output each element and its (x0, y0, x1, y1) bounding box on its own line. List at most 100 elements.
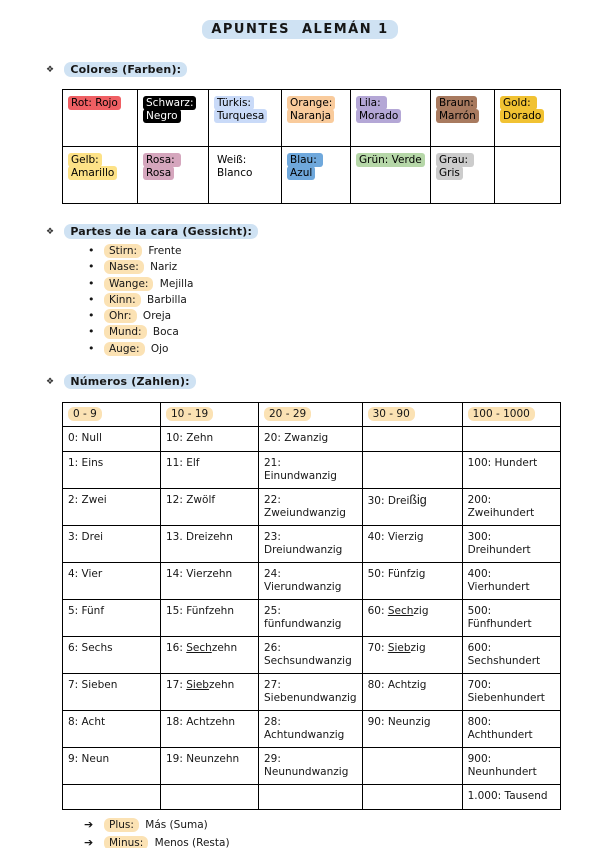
spanish-translation: Barbilla (143, 293, 187, 306)
range-label: 20 - 29 (264, 407, 312, 422)
color-swatch: Rosa: Rosa (143, 153, 182, 180)
number-cell: 600: Sechshundert (461, 636, 561, 675)
list-item: ➔ Plus: Más (Suma) (84, 816, 600, 834)
number-cell: 200: Zweihundert (461, 488, 561, 527)
list-item: • Nase: Nariz (88, 259, 600, 275)
number-cell: 2: Zwei (62, 488, 161, 527)
numbers-row: 2: Zwei 12: Zwölf 22: Zweiundwanzig 30: Dre… (62, 488, 561, 527)
bullet-dot-icon: • (88, 260, 95, 274)
color-cell: Gelb: Amarillo (62, 146, 138, 204)
list-item: ➔ Minus: Menos (Resta) (84, 834, 600, 848)
number-cell (361, 426, 463, 453)
bullet-dot-icon: • (88, 276, 95, 290)
color-swatch: Gelb: Amarillo (68, 153, 118, 180)
number-cell: 1: Eins (62, 451, 161, 490)
number-cell: 100: Hundert (461, 451, 561, 490)
diamond-bullet-icon: ❖ (46, 377, 55, 388)
number-cell: 1.000: Tausend (461, 784, 561, 811)
number-cell: 23: Dreiundwanzig (258, 525, 363, 564)
section-heading-colors: ❖ Colores (Farben): (46, 62, 600, 77)
color-swatch: Rot: Rojo (68, 96, 121, 110)
arrow-icon: ➔ (84, 818, 94, 832)
color-cell: Braun: Marrón (430, 89, 495, 147)
number-cell: 40: Vierzig (361, 525, 463, 564)
german-word: Mund: (104, 325, 147, 340)
bullet-dot-icon: • (88, 325, 95, 339)
spanish-translation: Ojo (147, 342, 169, 355)
german-word: Nase: (104, 260, 144, 275)
number-cell: 14: Vierzehn (160, 562, 259, 601)
spanish-translation: Mejilla (156, 277, 194, 290)
number-cell: 12: Zwölf (160, 488, 259, 527)
plus-minus-notes: ➔ Plus: Más (Suma) ➔ Minus: Menos (Resta) (84, 816, 600, 848)
number-cell: 21: Einundwanzig (258, 451, 363, 490)
number-cell: 7: Sieben (62, 673, 161, 712)
number-cell: 10: Zehn (160, 426, 259, 453)
german-word: Plus: (104, 818, 139, 833)
numbers-header-cell: 20 - 29 (258, 402, 363, 428)
numbers-row: 0: Null 10: Zehn 20: Zwanzig (62, 426, 561, 453)
numbers-row: 1: Eins 11: Elf 21: Einundwanzig 100: Hunde… (62, 451, 561, 490)
number-cell: 80: Achtzig (361, 673, 463, 712)
number-cell: 26: Sechsundwanzig (258, 636, 363, 675)
number-cell: 5: Fünf (62, 599, 161, 638)
color-table-row: Gelb: Amarillo Rosa: Rosa Weiß: Blanco Blau… (62, 146, 561, 204)
color-cell: Orange: Naranja (281, 89, 351, 147)
list-item: • Stirn: Frente (88, 243, 600, 259)
color-cell: Schwarz: Negro (137, 89, 209, 147)
german-word: Ohr: (104, 309, 137, 324)
number-cell: 17: Siebzehn (160, 673, 259, 712)
page-title: APUNTES ALEMÁN 1 (0, 0, 600, 39)
number-cell: 90: Neunzig (361, 710, 463, 749)
color-swatch: Grün: Verde (356, 153, 425, 167)
number-cell: 900: Neunhundert (461, 747, 561, 786)
alt-font-text: ßig (409, 493, 427, 508)
color-cell: Grau: Gris (430, 146, 495, 204)
number-cell: 3: Drei (62, 525, 161, 564)
german-word: Auge: (104, 341, 145, 356)
german-word: Wange: (104, 276, 154, 291)
spanish-translation: Menos (Resta) (151, 837, 230, 848)
number-cell: 20: Zwanzig (258, 426, 363, 453)
number-cell (361, 451, 463, 490)
section-heading-face-text: Partes de la cara (Gessicht): (64, 224, 259, 239)
spanish-translation: Frente (145, 245, 182, 257)
number-cell: 60: Sechzig (361, 599, 463, 638)
bullet-dot-icon: • (88, 309, 95, 323)
list-item: • Kinn: Barbilla (88, 292, 600, 308)
color-swatch: Braun: Marrón (436, 96, 479, 123)
number-cell: 16: Sechzehn (160, 636, 259, 675)
spanish-translation: Oreja (139, 310, 172, 323)
number-cell: 8: Acht (62, 710, 161, 749)
number-cell (160, 784, 259, 811)
spanish-translation: Nariz (146, 261, 178, 274)
color-cell: Rosa: Rosa (137, 146, 209, 204)
diamond-bullet-icon: ❖ (46, 227, 55, 237)
number-cell: 0: Null (62, 426, 161, 453)
color-swatch: Weiß: Blanco (217, 154, 253, 179)
number-cell: 700: Siebenhundert (461, 673, 561, 712)
german-word: Minus: (104, 836, 149, 848)
section-heading-numbers: ❖ Números (Zahlen): (46, 374, 600, 390)
number-cell: 30: Dreißig (361, 488, 463, 527)
number-cell (361, 784, 463, 811)
german-word: Kinn: (104, 292, 141, 307)
color-swatch: Orange: Naranja (287, 96, 336, 123)
section-heading-face: ❖ Partes de la cara (Gessicht): (46, 224, 600, 239)
color-swatch: Türkis: Turquesa (214, 96, 268, 123)
number-cell: 29: Neunundwanzig (258, 747, 363, 786)
number-cell: 28: Achtundwanzig (258, 710, 363, 749)
spanish-translation: Boca (149, 326, 179, 339)
range-label: 100 - 1000 (467, 407, 535, 422)
number-cell: 27: Siebenundwanzig (258, 673, 363, 712)
numbers-header-cell: 0 - 9 (62, 402, 161, 428)
range-label: 30 - 90 (367, 407, 415, 422)
number-cell: 400: Vierhundert (461, 562, 561, 601)
number-cell: 500: Fünfhundert (461, 599, 561, 638)
spanish-translation: Más (Suma) (141, 819, 208, 832)
numbers-row: 6: Sechs 16: Sechzehn 26: Sechsundwanzig 70… (62, 636, 561, 675)
list-item: • Auge: Ojo (88, 341, 600, 357)
number-cell: 24: Vierundwanzig (258, 562, 363, 601)
numbers-header-cell: 10 - 19 (160, 402, 259, 428)
number-cell: 18: Achtzehn (160, 710, 259, 749)
